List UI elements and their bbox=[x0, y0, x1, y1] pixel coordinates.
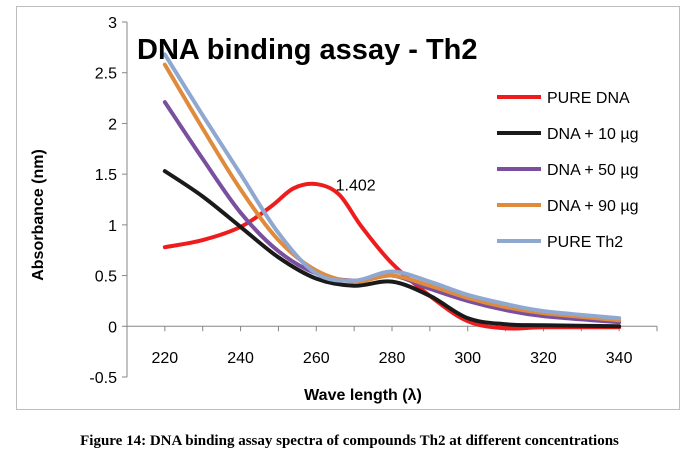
chart-title: DNA binding assay - Th2 bbox=[137, 34, 478, 66]
x-tick-label: 340 bbox=[606, 350, 633, 367]
x-tick-label: 240 bbox=[227, 350, 254, 367]
y-tick-label: 0 bbox=[108, 319, 117, 336]
legend-label: DNA + 10 µg bbox=[547, 126, 639, 143]
x-tick-label: 260 bbox=[303, 350, 330, 367]
y-tick-label: 1.5 bbox=[95, 167, 117, 184]
y-tick-label: -0.5 bbox=[89, 370, 117, 387]
series-line-5 bbox=[162, 52, 622, 321]
y-tick-label: 3 bbox=[108, 15, 117, 32]
series-layer bbox=[162, 52, 622, 331]
line-chart: -0.5 0 0.5 1 1.5 2 2.5 3 220 240 260 280 300 320 340 1… bbox=[30, 15, 658, 404]
series-line-2 bbox=[162, 169, 622, 329]
y-tick-label: 1 bbox=[108, 218, 117, 235]
series-line-1 bbox=[162, 181, 622, 331]
legend-label: DNA + 90 µg bbox=[547, 198, 639, 215]
x-tick-label: 300 bbox=[454, 350, 481, 367]
annotation-layer: 1.402 bbox=[336, 177, 376, 194]
y-tick-label: 0.5 bbox=[95, 269, 117, 286]
legend-label: DNA + 50 µg bbox=[547, 162, 639, 179]
x-tick-label: 220 bbox=[152, 350, 179, 367]
legend-label: PURE DNA bbox=[547, 90, 630, 107]
x-axis-label: Wave length (λ) bbox=[304, 387, 422, 404]
figure-caption: Figure 14: DNA binding assay spectra of … bbox=[80, 433, 619, 449]
y-tick-label: 2 bbox=[108, 116, 117, 133]
axes: -0.5 0 0.5 1 1.5 2 2.5 3 220 240 260 280 300 320 340 bbox=[89, 15, 658, 387]
data-label: 1.402 bbox=[336, 177, 376, 194]
chart-frame: -0.5 0 0.5 1 1.5 2 2.5 3 220 240 260 280 300 320 340 1… bbox=[16, 6, 680, 410]
legend: PURE DNA DNA + 10 µg DNA + 50 µg DNA + 90 µ… bbox=[497, 90, 639, 251]
x-tick-label: 320 bbox=[530, 350, 557, 367]
x-tick-label: 280 bbox=[379, 350, 406, 367]
series-line-4 bbox=[162, 62, 622, 323]
y-axis-label: Absorbance (nm) bbox=[30, 149, 47, 281]
legend-label: PURE Th2 bbox=[547, 234, 623, 251]
y-tick-label: 2.5 bbox=[95, 66, 117, 83]
